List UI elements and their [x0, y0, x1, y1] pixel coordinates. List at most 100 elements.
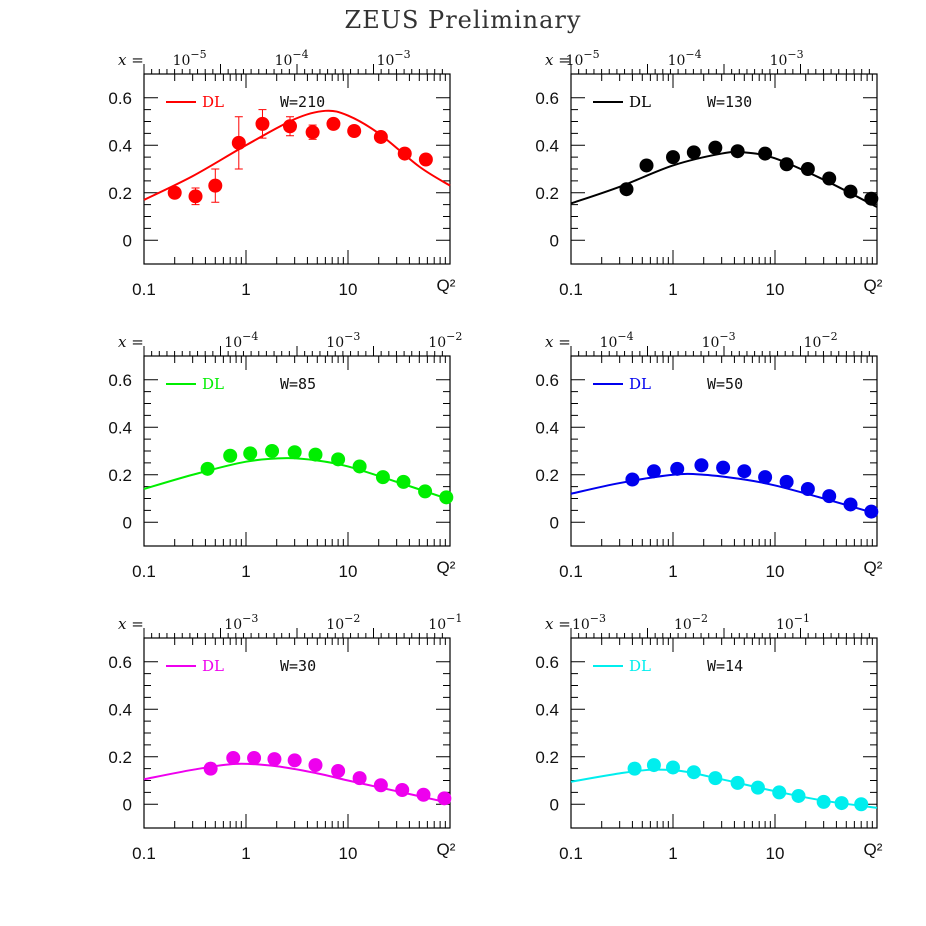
data-point — [791, 788, 806, 803]
y-tick-label: 0.6 — [108, 89, 132, 108]
data-point — [331, 452, 346, 467]
data-point — [646, 758, 661, 773]
data-point — [373, 129, 388, 144]
x-axis-label: Q² — [437, 558, 456, 577]
legend-label: DL — [202, 375, 224, 393]
y-tick-label: 0.4 — [535, 418, 559, 437]
data-point — [439, 490, 454, 505]
dl-curve — [143, 457, 451, 501]
data-point — [750, 780, 765, 795]
x-tick-label: 10 — [339, 280, 358, 299]
legend-label: DL — [202, 93, 224, 111]
data-point — [779, 474, 794, 489]
data-point — [666, 150, 680, 165]
top-axis-label: 10−1 — [428, 612, 462, 633]
top-axis-label: 10−2 — [428, 330, 462, 351]
data-point — [758, 146, 773, 161]
x-axis-label: Q² — [864, 558, 883, 577]
data-point — [864, 191, 879, 206]
y-tick-label: 0.4 — [535, 136, 559, 155]
y-tick-label: 0.2 — [535, 466, 559, 485]
top-axis-prefix: x = — [118, 51, 144, 69]
data-point — [265, 444, 280, 458]
top-axis-label: 10−4 — [668, 48, 702, 69]
dl-curve — [143, 762, 451, 805]
x-tick-label: 0.1 — [559, 562, 583, 581]
data-point — [686, 145, 701, 160]
data-point — [800, 482, 815, 496]
top-axis-label: 10−3 — [702, 330, 736, 351]
top-axis-label: 10−5 — [566, 48, 600, 69]
y-tick-label: 0.6 — [535, 371, 559, 390]
y-tick-label: 0 — [550, 795, 559, 814]
data-point — [287, 445, 302, 460]
top-axis-prefix: x = — [545, 51, 571, 69]
x-tick-label: 0.1 — [132, 280, 156, 299]
chart-panel-3: 0 0.2 0.4 0.6 0.1 1 10 Q² x = 10−4 10−3 10−2 DL W=85 — [108, 330, 462, 581]
dl-curve — [570, 472, 878, 515]
top-axis-prefix: x = — [118, 333, 144, 351]
x-tick-label: 0.1 — [132, 562, 156, 581]
y-tick-label: 0.4 — [108, 136, 132, 155]
x-tick-label: 1 — [668, 844, 677, 863]
data-point — [308, 758, 323, 773]
top-axis-label: 10−3 — [572, 612, 606, 633]
data-point — [822, 489, 837, 504]
data-point — [737, 464, 752, 479]
data-point — [619, 182, 634, 197]
data-point — [418, 152, 433, 167]
data-point — [326, 116, 341, 131]
data-point — [167, 185, 182, 200]
x-axis-label: Q² — [864, 840, 883, 859]
data-point — [666, 760, 680, 775]
x-tick-label: 10 — [339, 562, 358, 581]
y-tick-label: 0 — [123, 795, 132, 814]
data-point — [416, 787, 431, 802]
data-point — [396, 474, 411, 489]
x-tick-label: 10 — [766, 562, 785, 581]
top-axis-prefix: x = — [545, 333, 571, 351]
data-point — [287, 753, 302, 768]
legend-label: DL — [202, 657, 224, 675]
y-tick-label: 0.4 — [108, 418, 132, 437]
data-point — [308, 447, 323, 462]
data-point — [352, 459, 367, 474]
y-tick-label: 0 — [550, 513, 559, 532]
data-point — [231, 135, 246, 150]
y-tick-label: 0.2 — [535, 748, 559, 767]
data-point — [816, 794, 831, 809]
data-point — [200, 461, 215, 476]
chart-panel-4: 0 0.2 0.4 0.6 0.1 1 10 Q² x = 10−4 10−3 10−2 DL W=50 — [535, 330, 882, 581]
y-tick-label: 0 — [123, 231, 132, 250]
legend-label: DL — [629, 375, 651, 393]
data-point — [226, 750, 241, 765]
data-point — [843, 184, 858, 199]
w-label: W=50 — [707, 375, 743, 393]
x-tick-label: 1 — [241, 844, 250, 863]
y-tick-label: 0.4 — [108, 700, 132, 719]
w-label: W=210 — [280, 93, 325, 111]
w-label: W=14 — [707, 657, 743, 675]
top-axis-label: 10−2 — [674, 612, 708, 633]
top-axis-label: 10−3 — [377, 48, 411, 69]
data-point — [758, 470, 773, 485]
legend-label: DL — [629, 93, 651, 111]
x-tick-label: 1 — [668, 562, 677, 581]
x-tick-label: 10 — [766, 844, 785, 863]
data-point — [834, 796, 849, 811]
x-tick-label: 10 — [339, 844, 358, 863]
top-axis-label: 10−5 — [173, 48, 207, 69]
top-axis-prefix: x = — [118, 615, 144, 633]
data-point — [437, 791, 452, 806]
data-point — [375, 470, 390, 485]
top-axis-label: 10−1 — [776, 612, 810, 633]
data-point — [772, 785, 787, 800]
y-tick-label: 0 — [550, 231, 559, 250]
top-axis-label: 10−3 — [326, 330, 360, 351]
chart-panel-2: 0 0.2 0.4 0.6 0.1 1 10 Q² x =10−5 10−4 10−3 DL W=130 — [535, 48, 882, 299]
x-tick-label: 1 — [241, 280, 250, 299]
data-point — [716, 460, 731, 475]
top-axis-label: 10−3 — [224, 612, 258, 633]
y-tick-label: 0.2 — [535, 184, 559, 203]
top-axis-label: 10−2 — [326, 612, 360, 633]
